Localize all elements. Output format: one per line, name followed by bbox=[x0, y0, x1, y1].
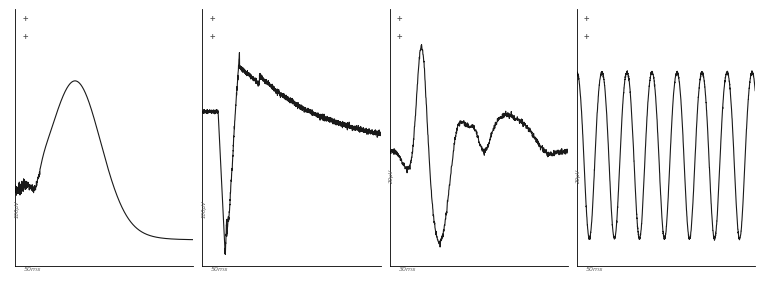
Text: +: + bbox=[22, 32, 27, 41]
Text: +: + bbox=[397, 32, 402, 41]
Text: 50ms: 50ms bbox=[586, 267, 603, 272]
Text: 100μV: 100μV bbox=[14, 200, 20, 218]
Text: +: + bbox=[209, 32, 215, 41]
Text: 30ms: 30ms bbox=[398, 267, 416, 272]
Text: +: + bbox=[397, 14, 402, 23]
Text: +: + bbox=[584, 32, 590, 41]
Text: +: + bbox=[584, 14, 590, 23]
Text: 50ms: 50ms bbox=[24, 267, 42, 272]
Text: +: + bbox=[22, 14, 27, 23]
Text: 100μV: 100μV bbox=[202, 200, 206, 218]
Text: 20μV: 20μV bbox=[576, 168, 581, 183]
Text: 50ms: 50ms bbox=[211, 267, 228, 272]
Text: 20μV: 20μV bbox=[389, 168, 394, 183]
Text: +: + bbox=[209, 14, 215, 23]
